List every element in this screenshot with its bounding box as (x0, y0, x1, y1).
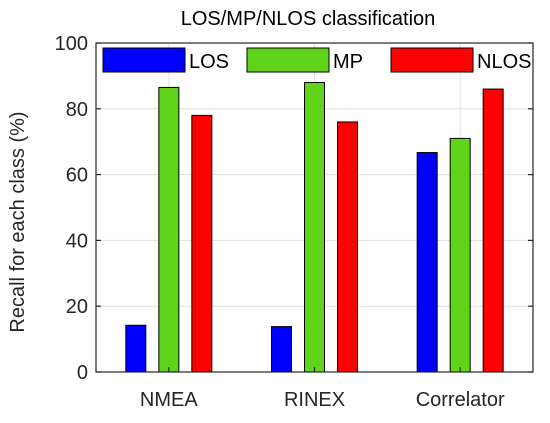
legend-label-mp: MP (333, 51, 363, 73)
bar-mp-correlator (449, 137, 471, 373)
y-tick-label: 0 (77, 362, 88, 384)
bar-los-nmea (125, 324, 147, 373)
y-tick-label: 100 (55, 33, 88, 55)
bars (125, 81, 504, 373)
y-tick-label: 40 (66, 230, 88, 252)
legend-swatch-nlos (390, 47, 474, 73)
legend-swatch-mp (246, 47, 330, 73)
y-tick-label: 80 (66, 99, 88, 121)
bar-nlos-correlator (482, 88, 504, 373)
legend: LOS MP NLOS (102, 47, 531, 73)
bar-mp-nmea (158, 86, 180, 373)
legend-label-nlos: NLOS (477, 51, 531, 73)
y-axis-label: Recall for each class (%) (7, 111, 29, 332)
y-tick-label: 20 (66, 296, 88, 318)
x-tick-label: Correlator (416, 389, 505, 411)
chart-title: LOS/MP/NLOS classification (181, 8, 436, 30)
bar-mp-rinex (304, 81, 325, 373)
bar-nlos-nmea (191, 114, 213, 373)
x-axis-ticks: NMEA RINEX Correlator (140, 367, 505, 411)
bar-nlos-rinex (337, 121, 358, 373)
x-tick-label: NMEA (140, 389, 198, 411)
y-tick-label: 60 (66, 165, 88, 187)
legend-label-los: LOS (189, 51, 229, 73)
bar-los-rinex (271, 326, 292, 373)
legend-swatch-los (102, 47, 186, 73)
x-tick-label: RINEX (284, 389, 345, 411)
plot-area: 0 20 40 60 80 100 NMEA RINEX Correlator (55, 33, 534, 411)
y-axis-ticks: 0 20 40 60 80 100 (55, 33, 533, 384)
bar-los-correlator (416, 152, 438, 373)
